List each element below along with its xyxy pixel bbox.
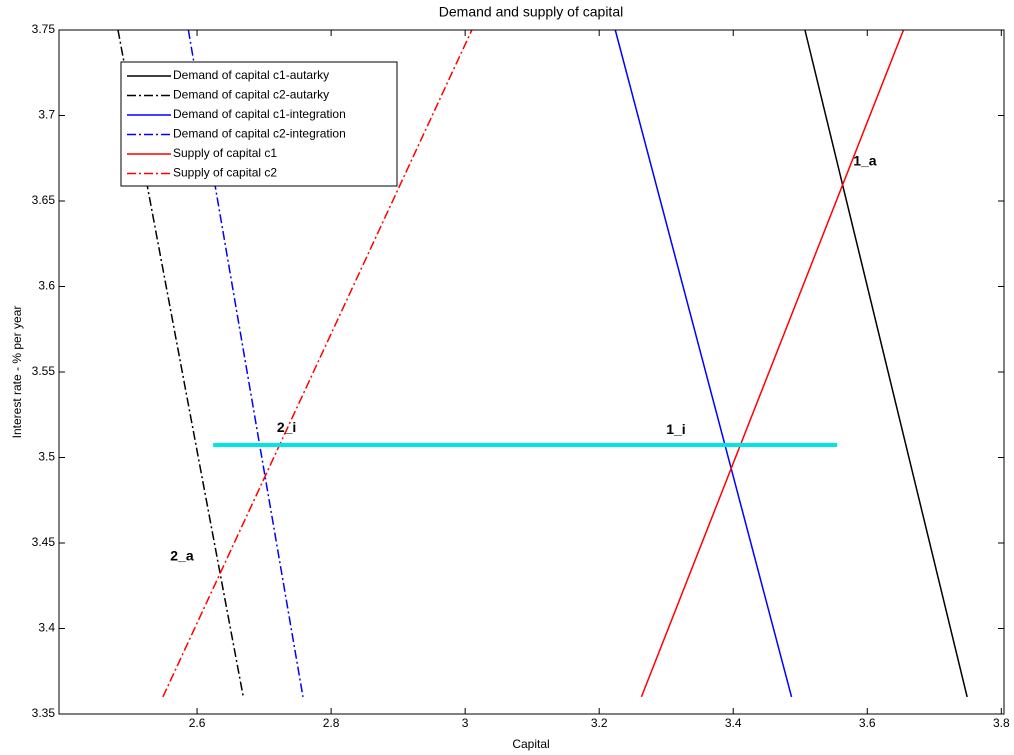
- x-tick-label: 3: [462, 716, 469, 730]
- legend-box: [120, 61, 398, 187]
- legend-label: Demand of capital c1-autarky: [173, 68, 329, 82]
- legend-label: Demand of capital c2-integration: [173, 127, 346, 141]
- series-line: [187, 29, 304, 698]
- annotation: 2_i: [277, 419, 296, 435]
- y-tick-label: 3.65: [32, 193, 56, 207]
- legend-label: Supply of capital c1: [173, 146, 277, 160]
- chart-title: Demand and supply of capital: [439, 4, 623, 20]
- annotation: 1_a: [853, 152, 877, 168]
- plot-frame: [58, 29, 1005, 715]
- y-tick-label: 3.5: [38, 450, 55, 464]
- legend-label: Demand of capital c2-autarky: [173, 88, 329, 102]
- y-tick-label: 3.75: [32, 22, 56, 36]
- x-tick-label: 2.6: [189, 716, 206, 730]
- x-axis-label: Capital: [512, 737, 549, 751]
- y-tick-label: 3.35: [32, 706, 56, 720]
- y-tick-label: 3.6: [38, 279, 55, 293]
- x-tick-label: 3.8: [993, 716, 1010, 730]
- series-line: [804, 29, 968, 698]
- series-line: [640, 29, 905, 698]
- legend-label: Supply of capital c2: [173, 166, 277, 180]
- series-line: [117, 29, 245, 698]
- x-tick-label: 3.4: [725, 716, 742, 730]
- y-tick-label: 3.7: [38, 108, 55, 122]
- x-tick-label: 3.6: [859, 716, 876, 730]
- series-line: [162, 29, 473, 698]
- legend-label: Demand of capital c1-integration: [173, 107, 346, 121]
- x-tick-label: 3.2: [591, 716, 608, 730]
- y-tick-label: 3.4: [38, 621, 55, 635]
- y-axis-label: Interest rate - % per year: [10, 306, 24, 439]
- series-line: [614, 29, 793, 698]
- y-tick-label: 3.55: [32, 364, 56, 378]
- x-tick-label: 2.8: [323, 716, 340, 730]
- annotation: 1_i: [666, 421, 685, 437]
- annotation: 2_a: [170, 547, 194, 563]
- y-tick-label: 3.45: [32, 535, 56, 549]
